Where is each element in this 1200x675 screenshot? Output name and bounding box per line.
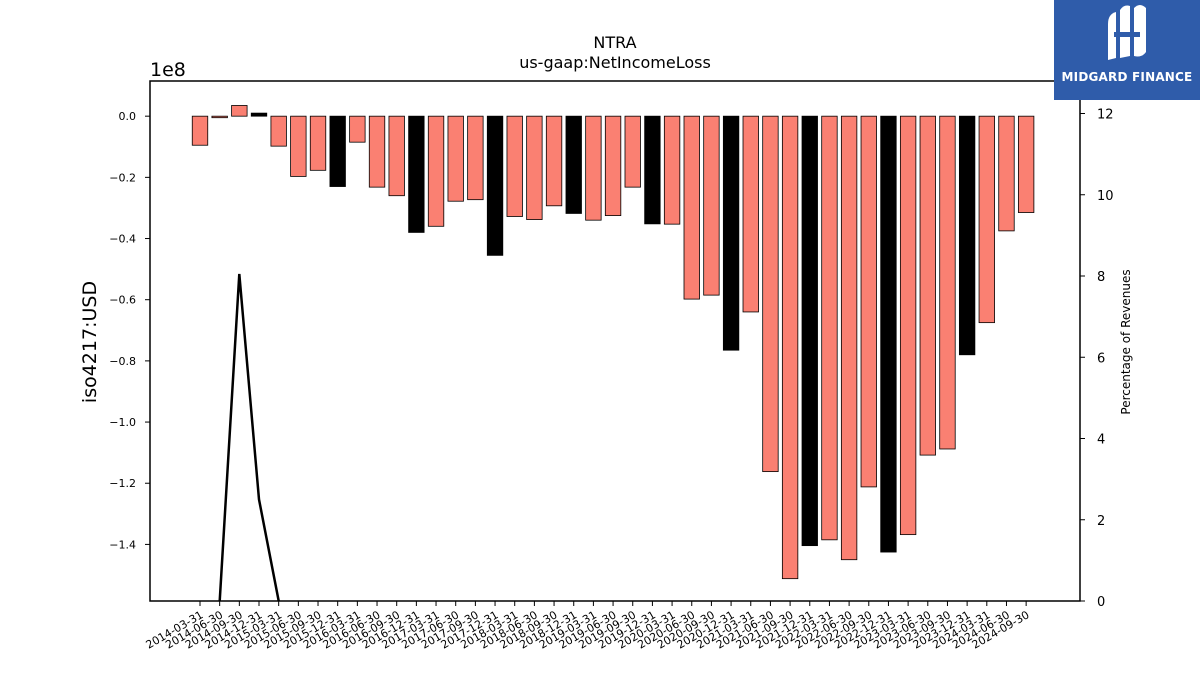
bar-2020-03-31 <box>663 115 681 225</box>
bar-2018-09-30 <box>545 115 563 207</box>
bar-2023-09-30 <box>939 115 956 450</box>
y2-tick-label: 4 <box>1097 433 1105 448</box>
bars-group <box>191 105 1035 580</box>
bar-2024-09-30 <box>1017 115 1035 213</box>
bar-2014-06-30 <box>211 115 228 119</box>
bar-2014-09-30 <box>231 105 248 117</box>
y2-tick-label: 0 <box>1097 595 1105 610</box>
y-axis-ticks: 0.0 −0.2 −0.4 −0.6 −0.8 −1.0 −1.2 −1.4 <box>109 110 150 551</box>
y2-tick-label: 8 <box>1097 270 1105 285</box>
bar-2023-03-31 <box>899 115 917 536</box>
bar-2017-03-31 <box>427 115 445 227</box>
bar-2017-12-31 <box>486 115 504 256</box>
bar-2020-09-30 <box>703 115 720 296</box>
brand-logo: MIDGARD FINANCE <box>1054 0 1200 100</box>
bar-2022-06-30 <box>840 115 858 561</box>
bar-2017-06-30 <box>447 115 464 202</box>
bar-2018-12-31 <box>565 115 582 214</box>
bar-2021-12-31 <box>801 115 818 547</box>
bar-2023-12-31 <box>958 115 976 356</box>
bar-2016-06-30 <box>368 115 386 188</box>
bar-2022-12-31 <box>880 115 897 553</box>
y-offset-label: 1e8 <box>150 59 186 81</box>
bar-2021-03-31 <box>742 115 759 313</box>
bar-2022-03-31 <box>821 115 838 541</box>
bar-2015-12-31 <box>329 115 346 187</box>
y2-tick-label: 12 <box>1097 108 1114 123</box>
bar-2024-03-31 <box>978 115 995 324</box>
bar-2019-09-30 <box>624 115 641 188</box>
bar-2015-09-30 <box>309 115 327 171</box>
y-tick-label: 0.0 <box>119 110 137 123</box>
bar-2014-12-31 <box>250 112 268 117</box>
x-axis-ticks: 2014-03-312014-06-302014-09-302014-12-31… <box>144 601 1032 652</box>
y-tick-label: −1.0 <box>109 416 136 429</box>
bar-2015-06-30 <box>290 115 307 177</box>
bar-2016-09-30 <box>388 115 405 197</box>
y2-axis-ticks: 0 2 4 6 8 10 12 <box>1080 108 1114 610</box>
bar-2019-12-31 <box>644 115 661 225</box>
y2-tick-label: 2 <box>1097 514 1105 529</box>
logo-text: MIDGARD FINANCE <box>1061 70 1193 84</box>
y2-tick-label: 10 <box>1097 189 1114 204</box>
bar-2015-03-31 <box>270 115 287 147</box>
bar-2021-09-30 <box>781 115 799 580</box>
y-axis-label: iso4217:USD <box>79 281 101 403</box>
bar-2018-03-31 <box>506 115 523 217</box>
bar-2017-09-30 <box>467 115 484 201</box>
y2-tick-label: 6 <box>1097 351 1105 366</box>
bar-2021-06-30 <box>762 115 779 473</box>
y-tick-label: −0.4 <box>109 233 136 246</box>
bar-2016-12-31 <box>408 115 425 233</box>
bar-2016-03-31 <box>349 115 366 143</box>
y2-axis-label: Percentage of Revenues <box>1119 269 1133 414</box>
plot-frame <box>149 80 1081 602</box>
bar-2022-09-30 <box>860 115 877 488</box>
bar-2020-06-30 <box>683 115 700 300</box>
bar-2018-06-30 <box>526 115 543 220</box>
y-tick-label: −0.2 <box>109 171 136 184</box>
bar-2024-06-30 <box>998 115 1015 232</box>
bar-2020-12-31 <box>722 115 740 351</box>
midgard-logo-icon <box>1108 5 1146 60</box>
y-tick-label: −1.2 <box>109 477 136 490</box>
chart-subtitle: us-gaap:NetIncomeLoss <box>519 53 711 72</box>
y-tick-label: −0.6 <box>109 294 136 307</box>
y-tick-label: −1.4 <box>109 538 136 551</box>
bar-2019-06-30 <box>604 115 622 216</box>
line-layer <box>218 273 280 602</box>
bar-2023-06-30 <box>919 115 936 456</box>
chart-title: NTRA <box>593 33 636 52</box>
bar-2019-03-31 <box>585 115 602 221</box>
percentage-line <box>218 273 280 602</box>
bar-2014-03-31 <box>191 115 209 146</box>
y-tick-label: −0.8 <box>109 355 136 368</box>
